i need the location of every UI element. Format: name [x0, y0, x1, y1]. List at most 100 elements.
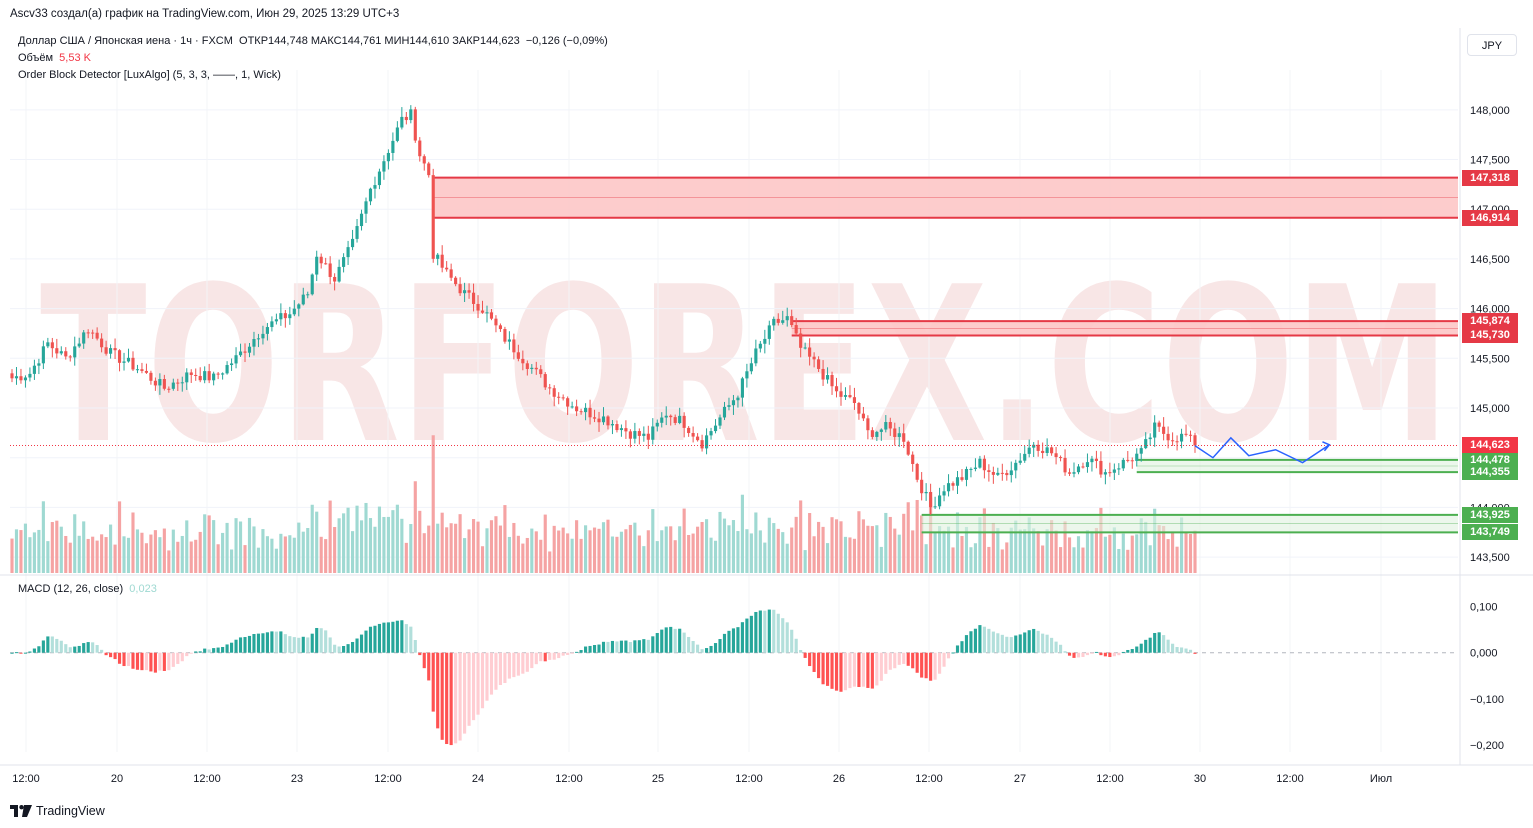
macd-bar [1063, 651, 1067, 653]
volume-legend[interactable]: Объём 5,53 K [18, 52, 91, 64]
candle-body [377, 171, 382, 186]
macd-bar [566, 652, 570, 656]
macd-bar [902, 652, 906, 664]
volume-bar [731, 520, 736, 573]
candle-body [1099, 460, 1103, 475]
macd-bar [315, 627, 319, 653]
candle-body [960, 477, 964, 480]
volume-bar [1067, 537, 1072, 573]
candle-body [911, 454, 915, 464]
macd-bar [485, 652, 489, 701]
candle-body [391, 140, 395, 153]
currency-button[interactable]: JPY [1467, 34, 1517, 56]
candle-body [987, 470, 991, 472]
candle-body [404, 116, 408, 121]
candle-body [480, 310, 485, 313]
volume-bar [606, 519, 610, 573]
macd-bar [480, 652, 485, 709]
forecast-path [1194, 436, 1331, 464]
macd-bar [584, 646, 588, 653]
volume-bar [1121, 533, 1125, 573]
watermark: TORFOREX.COM [40, 240, 1450, 491]
tradingview-logo-icon [10, 805, 32, 817]
macd-bar [575, 651, 579, 653]
volume-bar [350, 531, 355, 573]
volume-bar [915, 499, 919, 573]
volume-bar [906, 502, 910, 573]
candle-body [440, 254, 444, 268]
volume-bar [292, 537, 296, 573]
candle-body [324, 263, 328, 265]
candle-body [678, 415, 682, 423]
candle-body [288, 314, 292, 319]
macd-legend[interactable]: MACD (12, 26, close) 0,023 [18, 583, 157, 595]
indicator-legend[interactable]: Order Block Detector [LuxAlgo] (5, 3, 3,… [18, 69, 281, 81]
candle-body [144, 370, 149, 373]
volume-bar [821, 526, 825, 573]
volume-bar [1171, 531, 1175, 573]
macd-bar [781, 618, 785, 653]
macd-bar [135, 652, 140, 670]
symbol-legend[interactable]: Доллар США / Японская иена · 1ч · FXCM О… [18, 35, 608, 47]
volume-bar [333, 527, 337, 573]
candle-body [400, 116, 404, 128]
candle-body [283, 313, 287, 319]
macd-histogram [10, 609, 1458, 746]
footer-brand[interactable]: TradingView [10, 801, 105, 821]
candle-body [834, 386, 839, 392]
volume-bar [19, 530, 23, 573]
volume-bar [212, 520, 216, 573]
volume-bar [373, 526, 377, 573]
macd-bar [879, 652, 883, 681]
volume-bar [615, 536, 619, 573]
candle-body [669, 415, 673, 418]
volume-bar [946, 526, 951, 573]
volume-bar [664, 526, 668, 573]
candle-body [893, 428, 897, 437]
candle-body [350, 238, 355, 248]
macd-label: MACD (12, 26, close) [18, 583, 124, 595]
volume-bar [1023, 529, 1027, 573]
volume-bar [1041, 545, 1045, 573]
macd-bar [418, 652, 422, 656]
candle-body [879, 429, 883, 432]
volume-bar [552, 525, 556, 573]
candle-body [633, 431, 637, 439]
macd-bar [731, 628, 736, 653]
macd-bar [126, 652, 131, 667]
macd-bar [1027, 630, 1031, 653]
macd-bar [346, 644, 350, 653]
price-chart[interactable]: TORFOREX.COM 148,000147,500147,000146,50… [0, 28, 1533, 800]
candle-body [731, 400, 736, 406]
candle-body [333, 276, 337, 282]
volume-bar [467, 529, 471, 573]
volume-bar [454, 523, 458, 573]
candle-body [700, 440, 704, 449]
macd-bar [794, 638, 798, 653]
candle-body [619, 428, 623, 431]
macd-bar [131, 652, 135, 669]
candle-body [624, 428, 628, 432]
macd-bar [1126, 649, 1130, 653]
volume-bar [843, 536, 848, 573]
candle-body [77, 343, 81, 347]
macd-bar [964, 635, 969, 653]
volume-bar [319, 536, 323, 573]
macd-bar [673, 628, 677, 653]
macd-bar [888, 652, 892, 670]
macd-bar [951, 652, 955, 654]
candle-body [503, 329, 507, 342]
candle-body [1121, 459, 1125, 469]
candle-body [14, 376, 19, 379]
volume-bar [1085, 530, 1090, 573]
volume-bar [1179, 517, 1184, 573]
volume-bar [803, 550, 807, 573]
time-axis-label: 20 [111, 773, 123, 785]
macd-bar [59, 640, 63, 653]
time-axis-label: 12:00 [1096, 773, 1124, 785]
volume-bar [37, 529, 41, 573]
volume-bar [920, 515, 924, 573]
macd-bar [929, 652, 933, 681]
volume-bar [857, 511, 861, 573]
candle-body [256, 338, 261, 340]
